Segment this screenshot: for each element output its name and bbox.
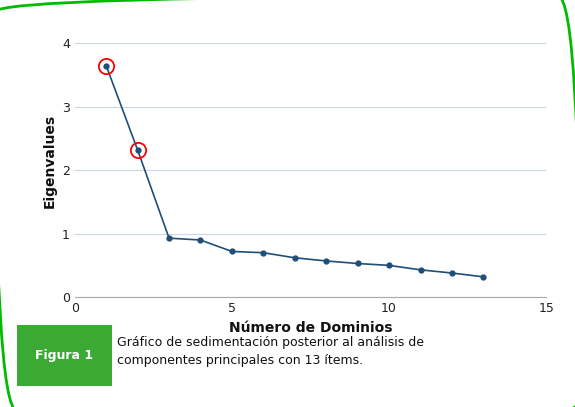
FancyBboxPatch shape: [17, 324, 112, 386]
Y-axis label: Eigenvalues: Eigenvalues: [43, 114, 56, 208]
Text: Figura 1: Figura 1: [36, 349, 94, 361]
Text: Gráfico de sedimentación posterior al análisis de
componentes principales con 13: Gráfico de sedimentación posterior al an…: [117, 336, 424, 367]
X-axis label: Número de Dominios: Número de Dominios: [229, 321, 392, 335]
